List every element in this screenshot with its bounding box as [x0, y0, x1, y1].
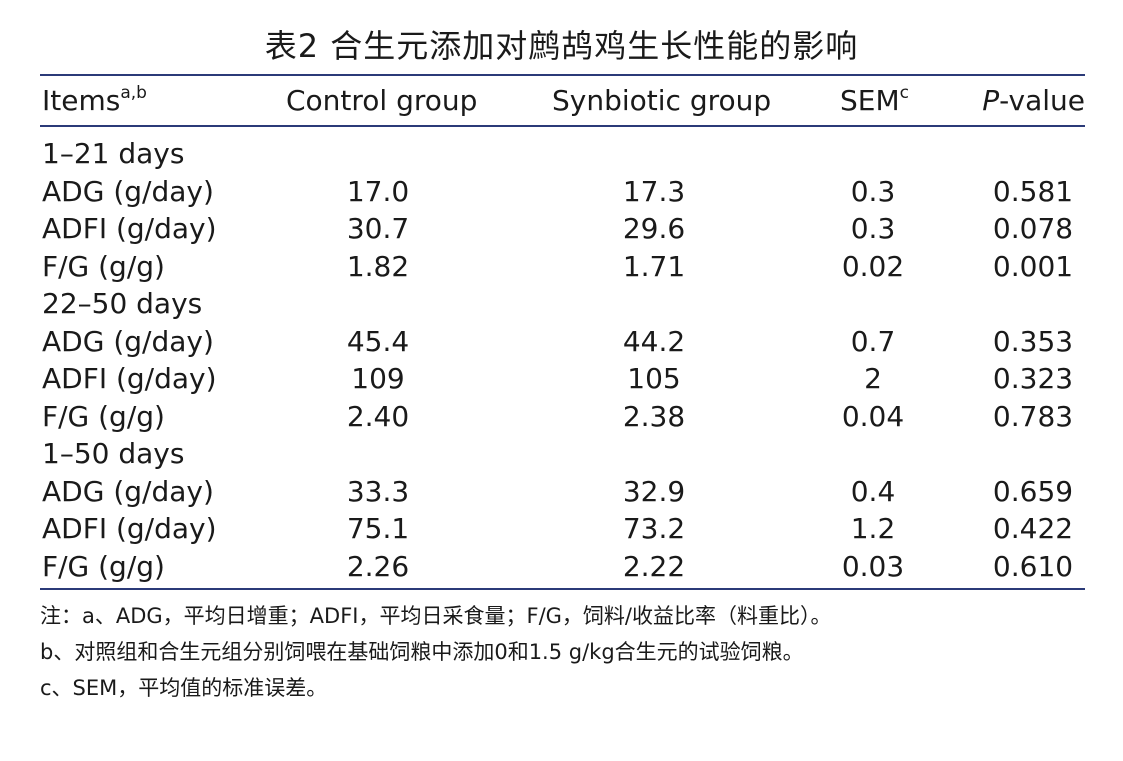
- control-value: 45.4: [346, 324, 410, 358]
- p-value: 0.323: [992, 362, 1074, 395]
- row-label: ADFI (g/day): [42, 362, 217, 395]
- table-row: ADG (g/day) 33.3 32.9 0.4 0.659: [40, 473, 1085, 511]
- control-value: 33.3: [346, 474, 410, 508]
- row-label: F/G (g/g): [42, 549, 165, 583]
- sem-value: 0.04: [841, 399, 905, 433]
- synbiotic-value: 29.6: [622, 212, 686, 245]
- footnote-c: c、SEM，平均值的标准误差。: [40, 676, 328, 700]
- header-items-label: Items: [42, 84, 121, 117]
- footnote-a: 注：a、ADG，平均日增重；ADFI，平均日采食量；F/G，饲料/收益比率（料重…: [40, 604, 832, 628]
- synbiotic-value: 32.9: [622, 474, 686, 508]
- control-value: 30.7: [346, 212, 410, 245]
- synbiotic-value: 105: [627, 362, 681, 395]
- table-footnotes: 注：a、ADG，平均日增重；ADFI，平均日采食量；F/G，饲料/收益比率（料重…: [40, 598, 1085, 706]
- table-row: F/G (g/g) 1.82 1.71 0.02 0.001: [40, 248, 1085, 286]
- table-row: F/G (g/g) 2.40 2.38 0.04 0.783: [40, 398, 1085, 436]
- table-row: ADFI (g/day) 30.7 29.6 0.3 0.078: [40, 210, 1085, 248]
- control-value: 17.0: [346, 174, 410, 208]
- header-control-group: Control group: [286, 84, 478, 117]
- row-label: F/G (g/g): [42, 249, 165, 283]
- synbiotic-value: 17.3: [622, 174, 686, 208]
- table-row: ADFI (g/day) 75.1 73.2 1.2 0.422: [40, 510, 1085, 548]
- table-top-rule: [40, 74, 1085, 76]
- row-label: 1–21 days: [42, 137, 185, 170]
- table-header: Itemsa,b Control group Synbiotic group S…: [40, 80, 1085, 122]
- header-items: Itemsa,b: [42, 80, 147, 126]
- sem-value: 1.2: [850, 512, 896, 545]
- header-p-italic: P: [982, 84, 1000, 117]
- row-label: ADFI (g/day): [42, 512, 217, 545]
- header-items-superscript: a,b: [120, 83, 147, 103]
- row-label: ADG (g/day): [42, 324, 214, 358]
- control-value: 75.1: [346, 512, 410, 545]
- table-row: 1–21 days: [40, 135, 1085, 173]
- header-sem-label: SEM: [840, 84, 900, 117]
- header-sem-superscript: c: [899, 83, 909, 103]
- header-synbiotic-group: Synbiotic group: [552, 84, 772, 117]
- synbiotic-value: 1.71: [622, 249, 686, 283]
- sem-value: 0.3: [850, 212, 896, 245]
- p-value: 0.422: [992, 512, 1074, 545]
- row-label: ADFI (g/day): [42, 212, 217, 245]
- table-header-rule: [40, 125, 1085, 127]
- p-value: 0.581: [992, 174, 1074, 208]
- footnote-b: b、对照组和合生元组分别饲喂在基础饲粮中添加0和1.5 g/kg合生元的试验饲粮…: [40, 640, 804, 664]
- table-row: ADG (g/day) 17.0 17.3 0.3 0.581: [40, 173, 1085, 211]
- table-title: 表2 合生元添加对鹧鸪鸡生长性能的影响: [264, 27, 859, 65]
- control-value: 1.82: [346, 249, 410, 283]
- control-value: 2.40: [346, 399, 410, 433]
- p-value: 0.353: [992, 324, 1074, 358]
- table-bottom-rule: [40, 588, 1085, 590]
- sem-value: 0.03: [841, 549, 905, 583]
- table-body: 1–21 days ADG (g/day) 17.0 17.3 0.3 0.58…: [40, 135, 1085, 585]
- synbiotic-value: 2.22: [622, 549, 686, 583]
- table-row: 22–50 days: [40, 285, 1085, 323]
- sem-value: 0.7: [850, 324, 896, 358]
- p-value: 0.610: [992, 549, 1074, 583]
- table-row: ADFI (g/day) 109 105 2 0.323: [40, 360, 1085, 398]
- control-value: 2.26: [346, 549, 410, 583]
- sem-value: 2: [864, 362, 882, 395]
- sem-value: 0.4: [850, 474, 896, 508]
- header-p-rest: -value: [999, 84, 1085, 117]
- header-sem: SEMc: [840, 80, 909, 126]
- header-p-value: P-value: [982, 80, 1085, 122]
- table-row: F/G (g/g) 2.26 2.22 0.03 0.610: [40, 548, 1085, 586]
- row-label: ADG (g/day): [42, 474, 214, 508]
- p-value: 0.659: [992, 474, 1074, 508]
- p-value: 0.783: [992, 399, 1074, 433]
- sem-value: 0.02: [841, 249, 905, 283]
- sem-value: 0.3: [850, 174, 896, 208]
- table-row: 1–50 days: [40, 435, 1085, 473]
- p-value: 0.001: [992, 249, 1074, 283]
- row-label: 22–50 days: [42, 287, 203, 320]
- table-row: ADG (g/day) 45.4 44.2 0.7 0.353: [40, 323, 1085, 361]
- row-label: ADG (g/day): [42, 174, 214, 208]
- synbiotic-value: 2.38: [622, 399, 686, 433]
- row-label: 1–50 days: [42, 437, 185, 470]
- p-value: 0.078: [992, 212, 1074, 245]
- row-label: F/G (g/g): [42, 399, 165, 433]
- synbiotic-value: 73.2: [622, 512, 686, 545]
- synbiotic-value: 44.2: [622, 324, 686, 358]
- control-value: 109: [351, 362, 405, 395]
